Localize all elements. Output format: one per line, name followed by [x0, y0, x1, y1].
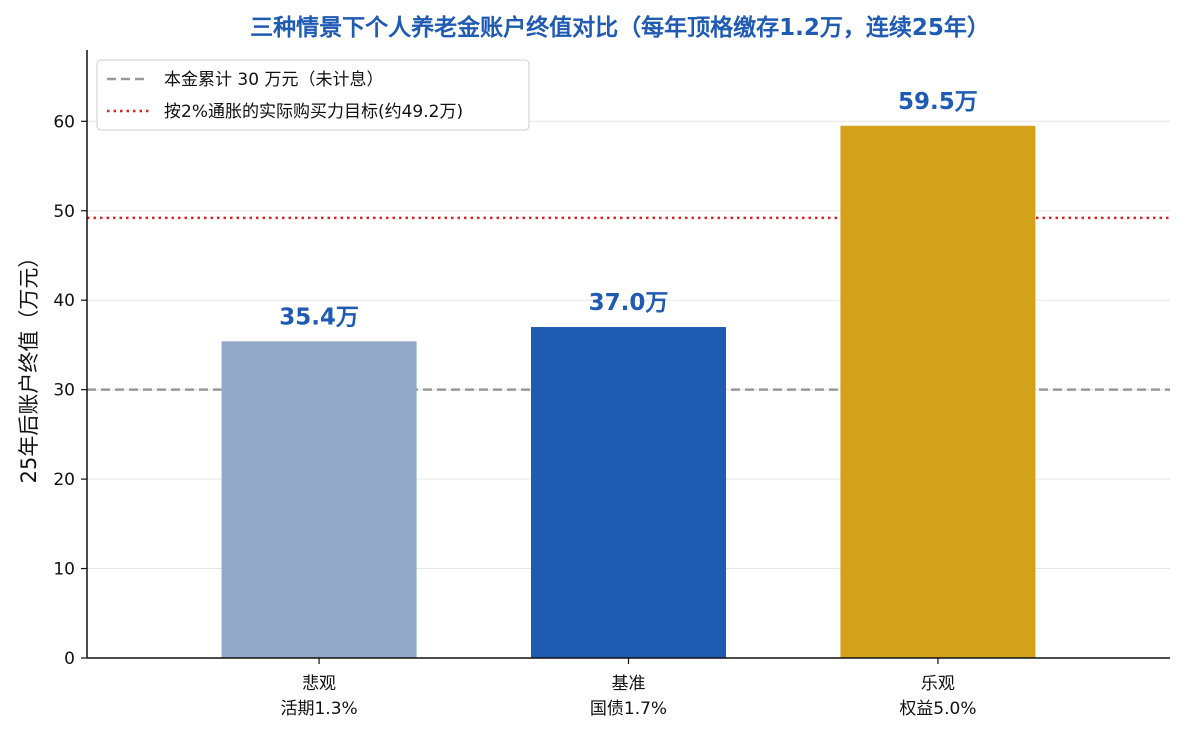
- y-tick-label: 20: [53, 470, 75, 490]
- x-category-label: 悲观: [302, 674, 336, 694]
- bars: [221, 125, 1036, 658]
- x-category-sublabel: 国债1.7%: [590, 699, 667, 719]
- bar: [840, 125, 1036, 658]
- x-category-sublabel: 活期1.3%: [280, 699, 357, 719]
- legend-box: [96, 59, 530, 131]
- y-tick-label: 10: [53, 560, 75, 580]
- bar: [221, 341, 417, 658]
- y-tick-label: 50: [53, 202, 75, 222]
- bar-value-label: 37.0万: [589, 290, 669, 316]
- x-category-label: 基准: [612, 674, 646, 694]
- y-tick-label: 40: [53, 291, 75, 311]
- y-tick-label: 30: [53, 381, 75, 401]
- legend-label-inflation: 按2%通胀的实际购买力目标(约49.2万): [164, 102, 463, 122]
- x-category-label: 乐观: [921, 674, 955, 694]
- chart-title: 三种情景下个人养老金账户终值对比（每年顶格缴存1.2万，连续25年）: [250, 14, 990, 41]
- bar-value-label: 59.5万: [898, 89, 978, 115]
- legend-label-principal: 本金累计 30 万元（未计息）: [164, 70, 383, 90]
- y-tick-label: 0: [64, 649, 75, 669]
- y-ticks: 0 10 20 30 40 50 60: [53, 112, 87, 669]
- bar: [531, 327, 726, 658]
- x-category-sublabel: 权益5.0%: [899, 699, 976, 719]
- bar-value-label: 35.4万: [279, 304, 359, 330]
- legend: 本金累计 30 万元（未计息） 按2%通胀的实际购买力目标(约49.2万): [96, 59, 530, 131]
- data-labels: 35.4万 37.0万 59.5万: [279, 89, 978, 331]
- y-axis-label: 25年后账户终值（万元）: [17, 247, 41, 484]
- y-tick-label: 60: [53, 112, 75, 132]
